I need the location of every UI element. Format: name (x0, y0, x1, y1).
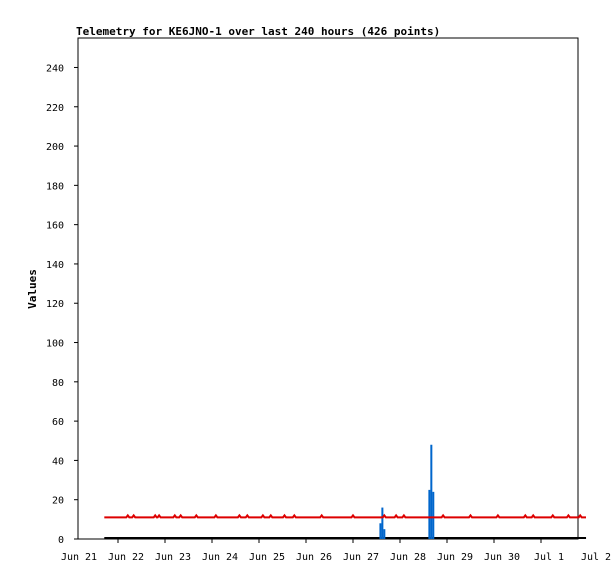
x-tick-label: Jun 25 (249, 552, 285, 563)
series-red-line (104, 513, 586, 519)
y-axis: 0 20 40 60 80 100 120 140 160 180 200 220 240 (46, 63, 78, 546)
x-tick-label: Jun 21 (61, 552, 97, 563)
y-tick-label: 120 (46, 299, 64, 310)
plot-area-frame (77, 37, 579, 540)
chart-title: Telemetry for KE6JNO-1 over last 240 hou… (76, 25, 440, 38)
x-tick-label: Jun 22 (108, 552, 144, 563)
y-tick-label: 40 (52, 456, 64, 467)
y-tick-label: 20 (52, 496, 64, 507)
y-tick-label: 160 (46, 221, 64, 232)
y-tick-label: 60 (52, 417, 64, 428)
y-tick-label: 100 (46, 339, 64, 350)
x-tick-label: Jul 2 (581, 552, 611, 563)
x-tick-label: Jun 24 (202, 552, 238, 563)
x-tick-label: Jun 26 (296, 552, 332, 563)
x-tick-label: Jun 27 (343, 552, 379, 563)
series-layer (104, 444, 587, 539)
x-tick-label: Jun 28 (390, 552, 426, 563)
y-tick-label: 140 (46, 260, 64, 271)
x-axis: Jun 21 Jun 22 Jun 23 Jun 24 Jun 25 Jun 26 Jun … (61, 539, 611, 563)
x-tick-label: Jun 29 (437, 552, 473, 563)
x-tick-label: Jun 30 (484, 552, 520, 563)
x-tick-label: Jun 23 (155, 552, 191, 563)
y-axis-label: Values (26, 269, 39, 309)
y-tick-label: 80 (52, 378, 64, 389)
y-tick-label: 180 (46, 181, 64, 192)
y-tick-label: 200 (46, 142, 64, 153)
y-tick-label: 0 (58, 535, 64, 546)
y-tick-label: 220 (46, 103, 64, 114)
y-tick-label: 240 (46, 63, 64, 74)
x-tick-label: Jul 1 (534, 552, 564, 563)
